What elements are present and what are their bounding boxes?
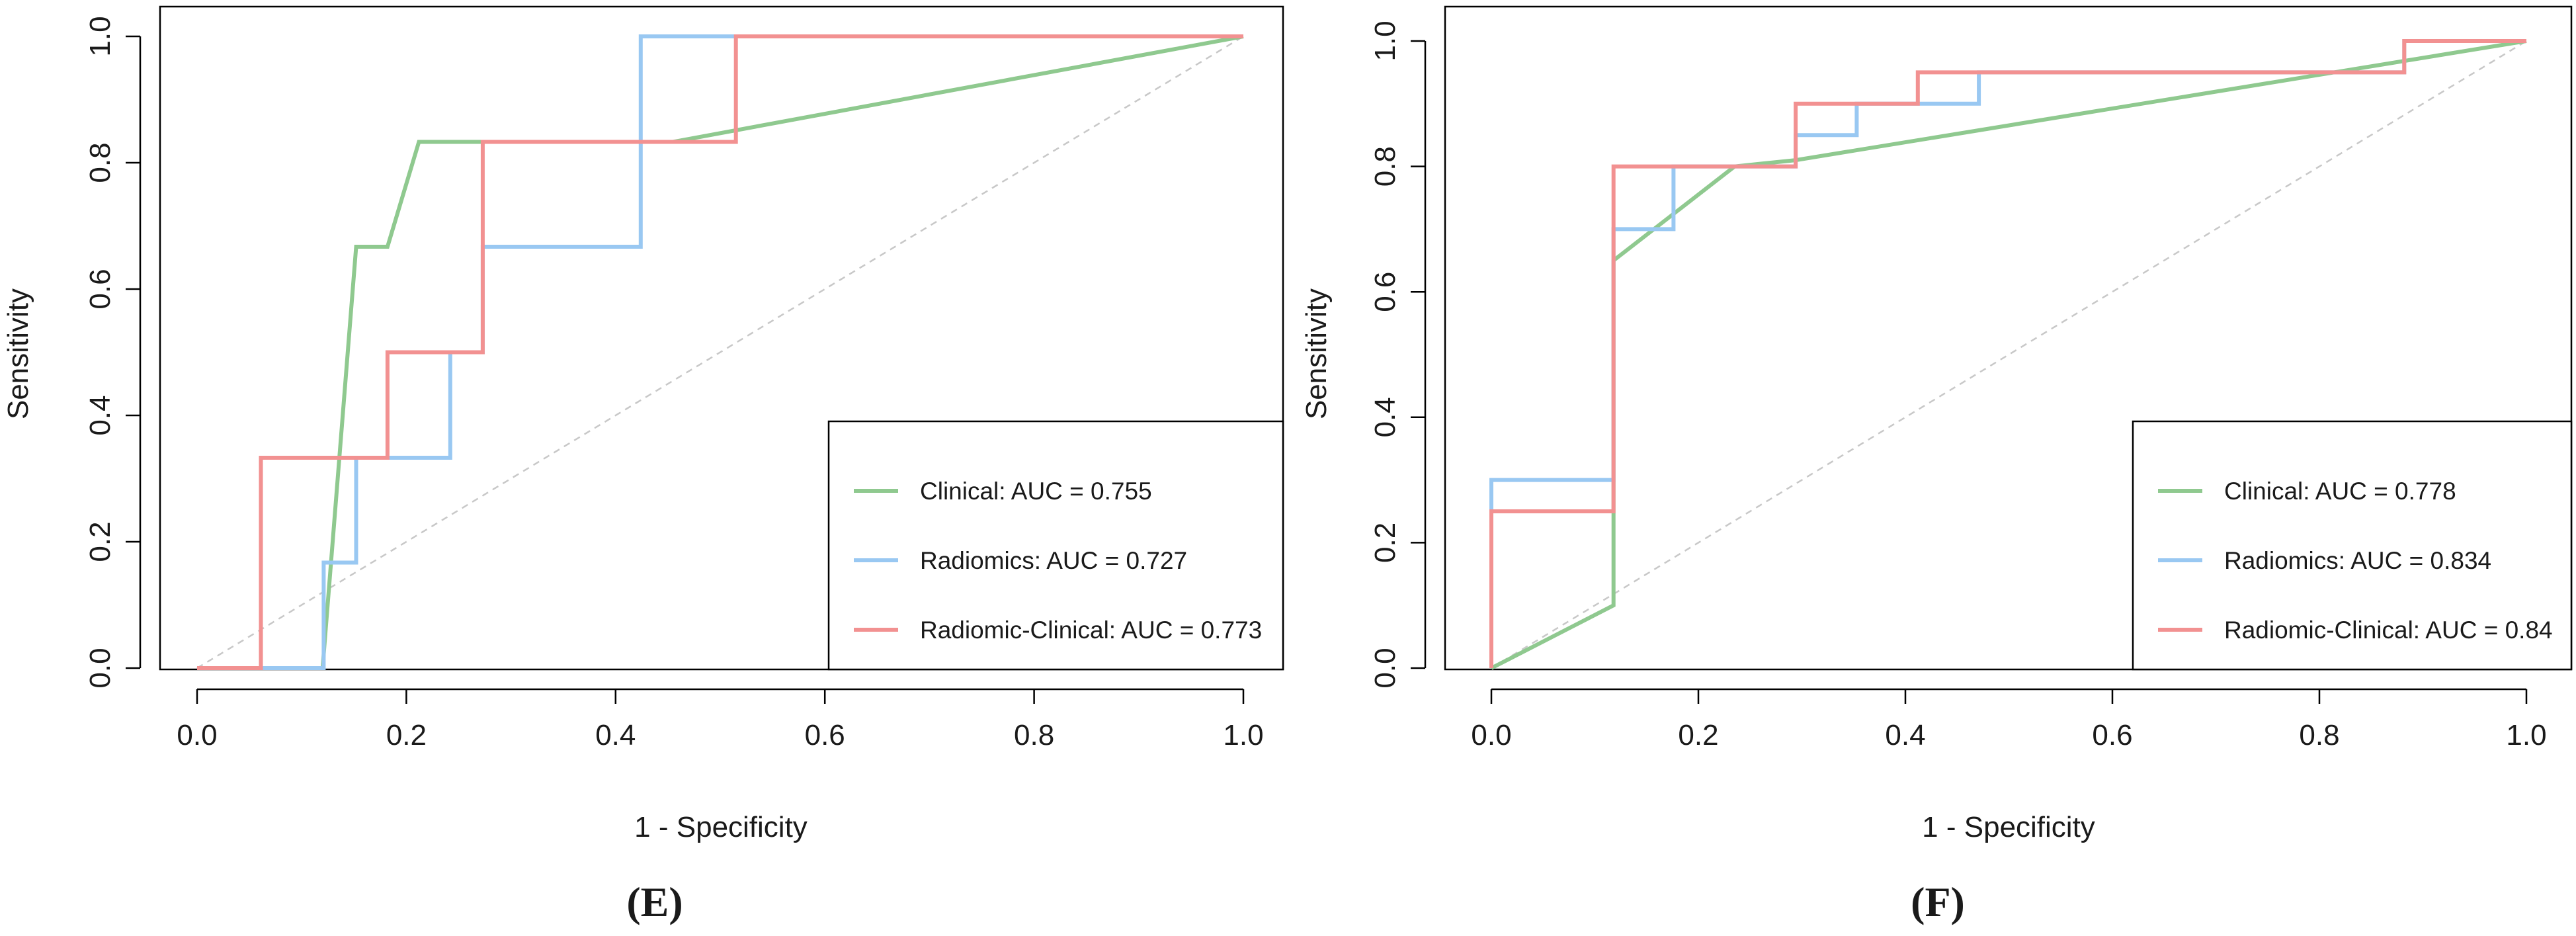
legend-label: Radiomics: AUC = 0.834 (2224, 547, 2491, 574)
x-tick-label: 0.6 (2092, 719, 2132, 751)
y-axis-title: Sensitivity (2, 288, 34, 419)
y-tick-label: 0.6 (84, 269, 116, 309)
y-tick-label: 1.0 (1369, 21, 1401, 61)
y-tick-label: 0.8 (1369, 146, 1401, 187)
x-tick-label: 0.6 (805, 719, 845, 751)
y-axis-title: Sensitivity (1300, 288, 1333, 419)
legend-label: Radiomic-Clinical: AUC = 0.773 (920, 617, 1262, 644)
reference-diagonal (196, 35, 1244, 669)
x-axis-title: 1 - Specificity (634, 811, 808, 843)
roc-panel-f: 0.0 0.2 0.4 0.6 0.8 1.0 0.0 0.2 0.4 0.6 0.8 1.0 1 - … (1300, 5, 2573, 925)
legend-label: Radiomic-Clinical: AUC = 0.84 (2224, 617, 2553, 644)
roc-panel-e: 0.0 0.2 0.4 0.6 0.8 1.0 0.0 0.2 0.4 0.6 0.8 1.0 1 - … (2, 5, 1284, 925)
y-tick-label: 0.0 (1369, 648, 1401, 688)
x-tick-label: 1.0 (2506, 719, 2546, 751)
legend-label: Radiomics: AUC = 0.727 (920, 547, 1187, 574)
legend-box (2132, 420, 2573, 671)
panel-label: (E) (626, 878, 683, 925)
x-axis-title: 1 - Specificity (1922, 811, 2095, 843)
legend-label: Clinical: AUC = 0.778 (2224, 478, 2456, 505)
y-tick-label: 0.2 (1369, 523, 1401, 563)
x-tick-label: 0.0 (1471, 719, 1511, 751)
y-tick-label: 0.0 (84, 648, 116, 688)
x-tick-label: 1.0 (1223, 719, 1263, 751)
y-tick-label: 0.8 (84, 142, 116, 183)
y-tick-label: 0.4 (1369, 397, 1401, 437)
y-tick-label: 0.2 (84, 521, 116, 562)
x-tick-label: 0.4 (595, 719, 636, 751)
legend: Clinical: AUC = 0.755 Radiomics: AUC = 0.… (827, 420, 1284, 671)
x-tick-label: 0.0 (177, 719, 217, 751)
legend-label: Clinical: AUC = 0.755 (920, 478, 1152, 505)
plot-frame (1444, 5, 2573, 671)
x-tick-label: 0.8 (2299, 719, 2339, 751)
roc-curve-radiomics (197, 34, 1243, 670)
y-tick-label: 0.4 (84, 395, 116, 435)
x-tick-label: 0.2 (386, 719, 427, 751)
x-tick-label: 0.8 (1014, 719, 1054, 751)
roc-curve-radiomic-clinical (1489, 39, 2526, 668)
y-tick-label: 1.0 (84, 16, 116, 56)
legend-box (827, 420, 1284, 671)
x-tick-label: 0.2 (1678, 719, 1718, 751)
plot-frame (159, 5, 1284, 671)
panel-label: (F) (1911, 878, 1965, 925)
y-tick-label: 0.6 (1369, 272, 1401, 312)
x-tick-label: 0.4 (1885, 719, 1925, 751)
legend: Clinical: AUC = 0.778 Radiomics: AUC = 0.… (2132, 420, 2573, 671)
roc-curve-radiomic-clinical (197, 34, 1243, 670)
